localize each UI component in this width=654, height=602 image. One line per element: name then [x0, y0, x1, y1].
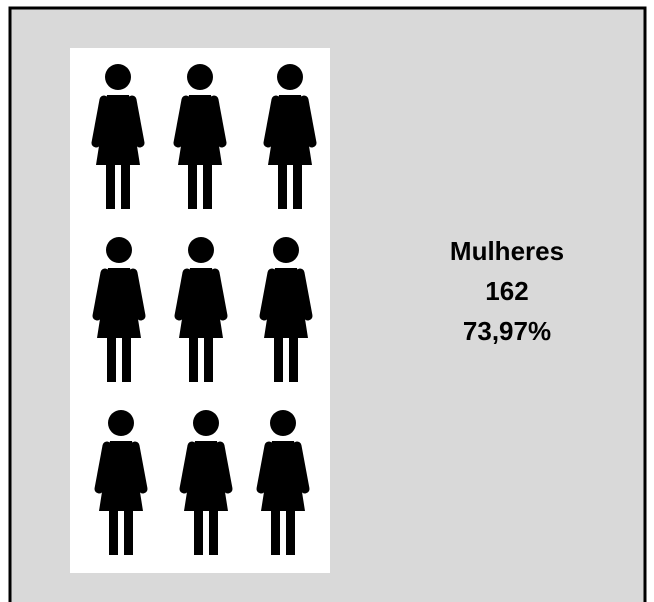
group-percent: 73,97%	[463, 316, 551, 346]
woman-icons	[96, 64, 312, 555]
group-count: 162	[485, 276, 528, 306]
group-label: Mulheres	[450, 236, 564, 266]
